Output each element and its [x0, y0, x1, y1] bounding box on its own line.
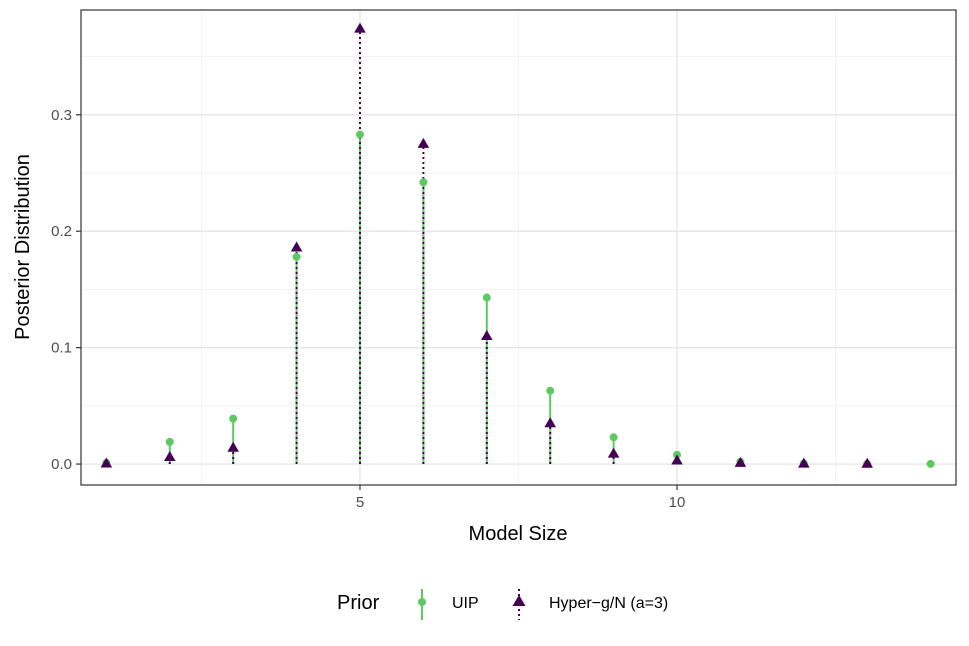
- hyper-point: [100, 457, 113, 468]
- hyper-point: [354, 22, 366, 33]
- x-axis-title: Model Size: [469, 523, 568, 545]
- hyper-point: [798, 457, 810, 468]
- uip-point: [355, 130, 364, 139]
- x-tick-label: 10: [669, 494, 686, 511]
- y-tick-label: 0.1: [51, 340, 72, 357]
- legend-label-uip: UIP: [452, 595, 479, 612]
- y-tick-label: 0.0: [51, 456, 72, 473]
- hyper-point: [480, 329, 493, 340]
- x-tick-label: 5: [356, 494, 364, 511]
- hyper-point: [734, 456, 747, 467]
- legend-label-hyper: Hyper−g/N (a=3): [549, 595, 668, 612]
- legend: Prior UIP Hyper−g/N (a=3): [337, 589, 668, 620]
- y-tick-label: 0.3: [51, 107, 72, 124]
- uip-point: [165, 437, 174, 446]
- hyper-point: [227, 441, 239, 452]
- axis-layer: 5 10 0.0 0.1 0.2 0.3: [51, 107, 685, 511]
- grid-layer: [81, 10, 956, 485]
- hyper-point: [671, 454, 683, 465]
- legend-title: Prior: [337, 592, 380, 614]
- hyper-point: [163, 451, 176, 462]
- hyper-point: [544, 417, 557, 428]
- hyper-point: [861, 457, 874, 468]
- uip-point: [419, 178, 428, 187]
- uip-point: [609, 433, 618, 442]
- uip-point: [482, 293, 491, 302]
- legend-uip-circle-icon: [418, 598, 426, 606]
- y-axis-title: Posterior Distribution: [12, 154, 34, 340]
- hyper-point: [417, 137, 430, 148]
- hyper-point: [607, 447, 620, 458]
- uip-point: [229, 414, 238, 423]
- legend-key-uip: [418, 589, 426, 620]
- legend-key-hyper: [512, 589, 526, 620]
- uip-point: [292, 252, 301, 261]
- panel-border: [80, 9, 957, 486]
- y-tick-label: 0.2: [51, 223, 72, 240]
- uip-point: [926, 459, 935, 468]
- legend-hyper-triangle-icon: [512, 595, 526, 606]
- series-layer: [100, 22, 935, 468]
- hyper-point: [290, 241, 303, 252]
- uip-point: [546, 386, 555, 395]
